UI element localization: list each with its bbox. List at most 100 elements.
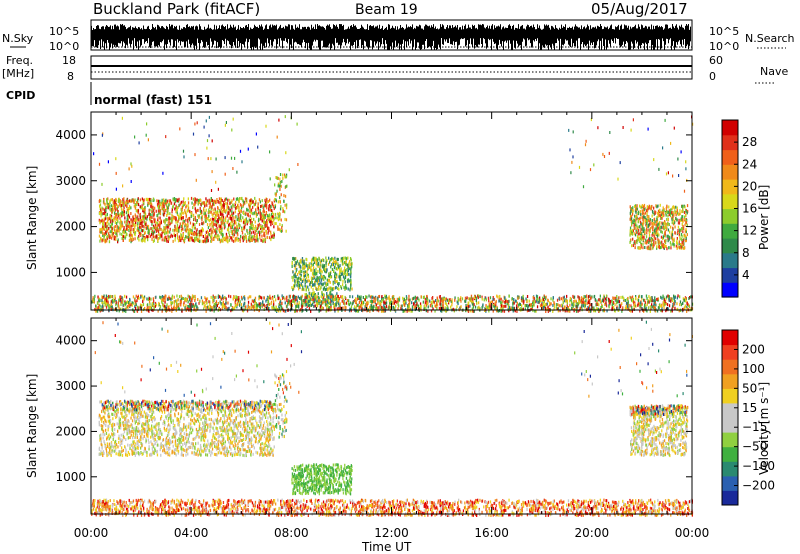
scatter-cell bbox=[646, 228, 648, 232]
scatter-cell bbox=[172, 239, 174, 243]
scatter-cell bbox=[303, 288, 305, 292]
scatter-cell bbox=[683, 204, 685, 208]
scatter-cell bbox=[172, 205, 174, 209]
scatter-cell bbox=[157, 206, 160, 210]
scatter-cell bbox=[103, 198, 105, 202]
scatter-cell bbox=[336, 275, 338, 279]
scatter-cell bbox=[188, 216, 191, 220]
scatter-cell bbox=[130, 240, 132, 244]
scatter-cell bbox=[342, 272, 344, 276]
scatter-cell bbox=[291, 265, 293, 268]
scatter-cell bbox=[299, 284, 301, 287]
scatter-cell bbox=[122, 299, 124, 303]
scatter-cell bbox=[204, 234, 207, 237]
scatter-cell bbox=[688, 304, 690, 307]
scatter-cell bbox=[277, 225, 279, 229]
scatter-cell bbox=[545, 297, 547, 301]
scatter-cell bbox=[110, 198, 112, 202]
scatter-cell bbox=[348, 263, 350, 267]
scatter-cell bbox=[658, 306, 660, 310]
scatter-cell bbox=[255, 208, 257, 212]
scatter-cell bbox=[681, 205, 683, 208]
scatter-cell bbox=[107, 206, 109, 210]
scatter-cell bbox=[139, 212, 141, 216]
scatter-cell bbox=[114, 217, 116, 221]
scatter-cell bbox=[221, 234, 224, 238]
scatter-cell bbox=[158, 232, 160, 236]
scatter-cell bbox=[263, 231, 265, 235]
scatter-cell bbox=[348, 279, 350, 283]
scatter-cell bbox=[665, 238, 667, 242]
scatter-cell bbox=[114, 230, 116, 234]
scatter-cell bbox=[121, 204, 123, 208]
scatter-cell bbox=[93, 300, 95, 304]
scatter-cell bbox=[143, 220, 146, 224]
scatter-cell bbox=[127, 200, 129, 204]
scatter-cell bbox=[274, 212, 277, 216]
scatter-cell bbox=[131, 219, 134, 223]
scatter-cell bbox=[182, 204, 184, 208]
scatter-cell bbox=[328, 272, 330, 276]
scatter-cell bbox=[542, 296, 544, 300]
scatter-cell bbox=[346, 270, 349, 274]
scatter-cell bbox=[304, 297, 306, 301]
scatter-cell bbox=[255, 199, 257, 203]
scatter-cell bbox=[539, 296, 541, 300]
scatter-cell bbox=[646, 219, 648, 223]
freq-unit-label: [MHz] bbox=[2, 67, 34, 80]
scatter-cell bbox=[179, 222, 181, 226]
scatter-cell bbox=[102, 221, 105, 224]
scatter-cell bbox=[310, 293, 312, 297]
scatter-cell bbox=[348, 267, 351, 271]
scatter-cell bbox=[167, 209, 169, 213]
scatter-cell bbox=[502, 305, 504, 308]
scatter-cell bbox=[257, 211, 260, 215]
scatter-cell bbox=[630, 304, 632, 308]
scatter-cell bbox=[292, 270, 294, 274]
scatter-cell bbox=[685, 236, 687, 240]
scatter-cell bbox=[594, 298, 597, 302]
scatter-cell bbox=[655, 223, 657, 227]
scatter-cell bbox=[117, 229, 119, 233]
scatter-cell bbox=[657, 226, 659, 230]
scatter-cell bbox=[274, 192, 276, 196]
scatter-cell bbox=[248, 203, 250, 207]
scatter-cell bbox=[234, 202, 236, 206]
scatter-cell bbox=[679, 235, 681, 239]
scatter-cell bbox=[201, 239, 203, 243]
scatter-cell bbox=[187, 201, 190, 205]
scatter-cell bbox=[243, 295, 246, 299]
scatter-cell bbox=[263, 220, 266, 224]
scatter-cell bbox=[115, 198, 118, 202]
scatter-cell bbox=[220, 197, 222, 201]
scatter-cell bbox=[633, 241, 635, 245]
scatter-cell bbox=[330, 303, 332, 307]
scatter-cell bbox=[105, 232, 108, 236]
scatter-cell bbox=[668, 213, 670, 217]
scatter-cell bbox=[111, 227, 113, 231]
scatter-cell bbox=[648, 215, 650, 219]
scatter-cell bbox=[147, 224, 150, 228]
scatter-cell bbox=[642, 298, 645, 302]
scatter-cell bbox=[242, 236, 244, 240]
scatter-cell bbox=[648, 217, 650, 221]
scatter-cell bbox=[198, 201, 200, 205]
scatter-cell bbox=[328, 294, 330, 298]
scatter-cell bbox=[196, 198, 198, 202]
scatter-cell bbox=[632, 209, 634, 213]
scatter-cell bbox=[204, 215, 206, 218]
scatter-cell bbox=[271, 209, 273, 213]
scatter-cell bbox=[655, 204, 657, 208]
scatter-cell bbox=[283, 194, 285, 198]
scatter-cell bbox=[101, 206, 103, 210]
scatter-cell bbox=[653, 232, 655, 236]
scatter-cell bbox=[327, 299, 330, 303]
scatter-cell bbox=[336, 267, 338, 271]
scatter-cell bbox=[206, 223, 209, 226]
scatter-cell bbox=[265, 224, 267, 228]
scatter-cell bbox=[273, 225, 275, 229]
scatter-cell bbox=[424, 297, 426, 301]
scatter-cell bbox=[284, 297, 286, 301]
scatter-cell bbox=[130, 199, 132, 203]
scatter-cell bbox=[664, 243, 666, 247]
